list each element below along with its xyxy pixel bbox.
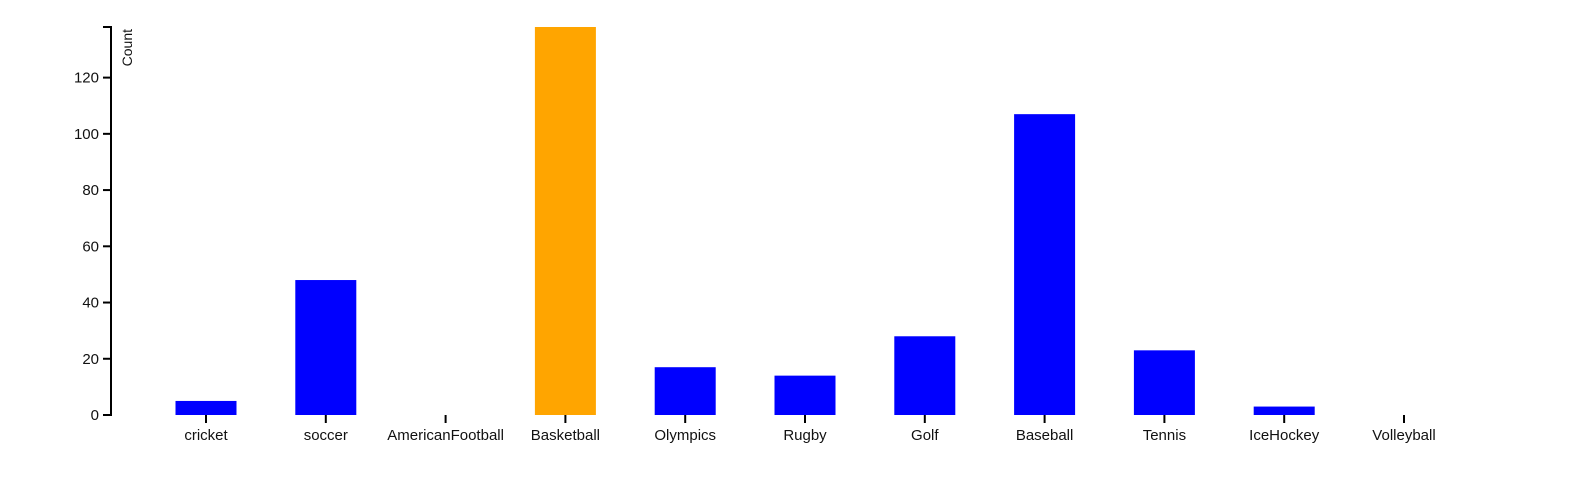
bar-rugby xyxy=(774,375,836,415)
x-tick-label: Basketball xyxy=(531,427,600,444)
y-tick-label: 100 xyxy=(74,126,99,143)
bar-olympics xyxy=(654,367,716,415)
x-tick-label: soccer xyxy=(304,427,348,444)
bar-tennis xyxy=(1133,350,1195,415)
y-tick-label: 0 xyxy=(91,407,99,424)
x-axis: cricket soccer AmericanFootball Basketball O… xyxy=(184,415,1436,444)
y-axis-title: Count xyxy=(119,29,135,66)
x-tick-label: IceHockey xyxy=(1249,427,1320,444)
x-tick-label: AmericanFootball xyxy=(387,427,504,444)
x-tick-label: Volleyball xyxy=(1372,427,1435,444)
bars xyxy=(175,27,1315,415)
x-tick-label: Golf xyxy=(911,427,939,444)
y-tick-label: 60 xyxy=(82,238,99,255)
x-tick-label: cricket xyxy=(184,427,228,444)
y-tick-label: 20 xyxy=(82,351,99,368)
bar-basketball xyxy=(534,27,596,415)
bar-soccer xyxy=(295,280,357,415)
x-tick-label: Tennis xyxy=(1143,427,1186,444)
x-tick-label: Olympics xyxy=(654,427,716,444)
y-tick-label: 80 xyxy=(82,182,99,199)
bar-icehockey xyxy=(1253,406,1315,415)
bar-cricket xyxy=(175,400,237,415)
x-tick-label: Rugby xyxy=(783,427,827,444)
bar-baseball xyxy=(1014,114,1076,415)
bar-golf xyxy=(894,336,956,415)
x-tick-label: Baseball xyxy=(1016,427,1074,444)
y-tick-label: 120 xyxy=(74,70,99,87)
y-axis: 0 20 40 60 80 100 120 xyxy=(74,26,112,424)
y-axis-line xyxy=(103,26,112,416)
y-tick-label: 40 xyxy=(82,295,99,312)
